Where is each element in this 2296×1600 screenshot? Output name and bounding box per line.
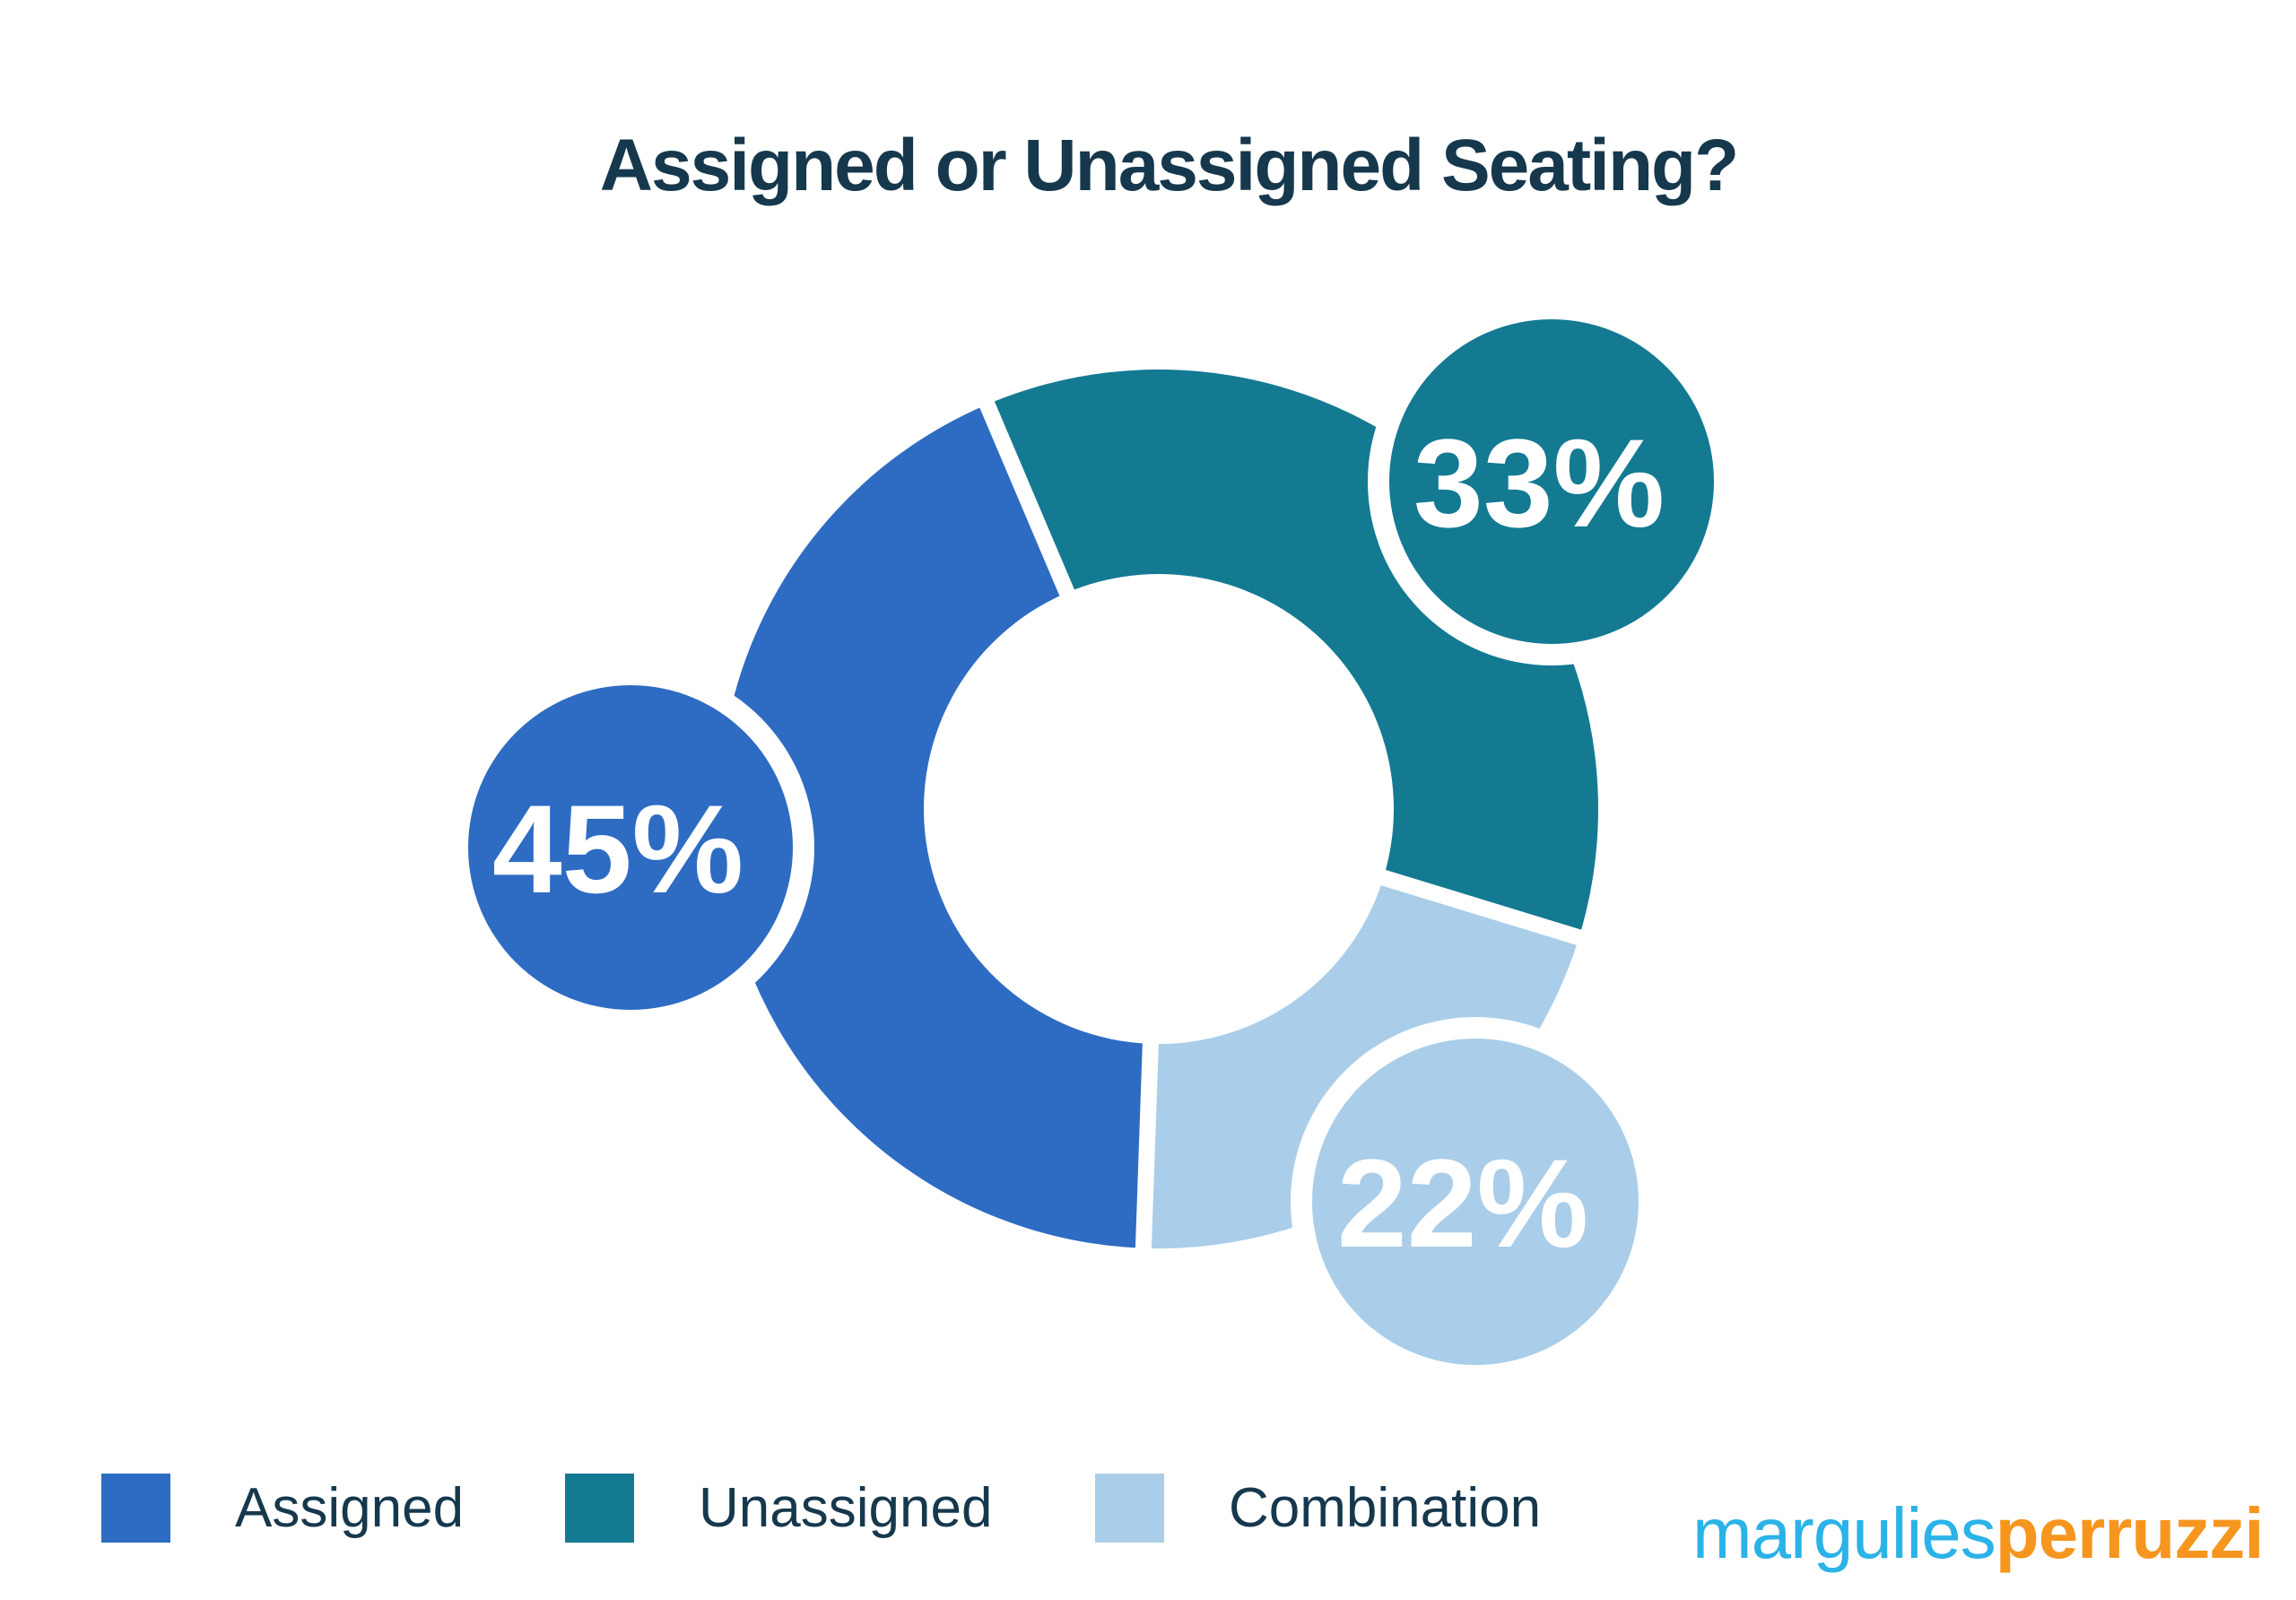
legend: Assigned Unassigned Combination xyxy=(0,1474,2296,1545)
segment-gap-line xyxy=(1135,1020,1160,1269)
callout-bubble-assigned xyxy=(468,685,793,1010)
brand-logo-perruzzi: perruzzi xyxy=(1995,1493,2265,1573)
callout-label-combination: 22% xyxy=(1337,1133,1588,1274)
callout-label-unassigned: 33% xyxy=(1413,413,1665,553)
legend-label-assigned: Assigned xyxy=(235,1477,465,1539)
brand-logo: marguliesperruzzi xyxy=(1692,1491,2265,1577)
legend-label-unassigned: Unassigned xyxy=(699,1477,993,1539)
chart-title: Assigned or Unassigned Seating? xyxy=(599,125,1739,206)
legend-swatch-assigned xyxy=(101,1474,170,1543)
brand-logo-margulies: margulies xyxy=(1692,1493,1996,1573)
legend-item-assigned: Assigned xyxy=(101,1474,464,1543)
segment-gap-line xyxy=(971,383,1084,618)
callout-label-assigned: 45% xyxy=(492,778,744,919)
legend-item-combination: Combination xyxy=(1095,1474,1541,1543)
legend-swatch-combination xyxy=(1095,1474,1164,1543)
legend-item-unassigned: Unassigned xyxy=(565,1474,992,1543)
callout-bubble-combination xyxy=(1312,1039,1639,1365)
segment-gap-line xyxy=(1359,863,1601,952)
callout-bubble-unassigned xyxy=(1389,319,1714,644)
legend-swatch-unassigned xyxy=(565,1474,634,1543)
donut-segment-assigned xyxy=(718,404,1151,1248)
legend-label-combination: Combination xyxy=(1229,1477,1542,1539)
